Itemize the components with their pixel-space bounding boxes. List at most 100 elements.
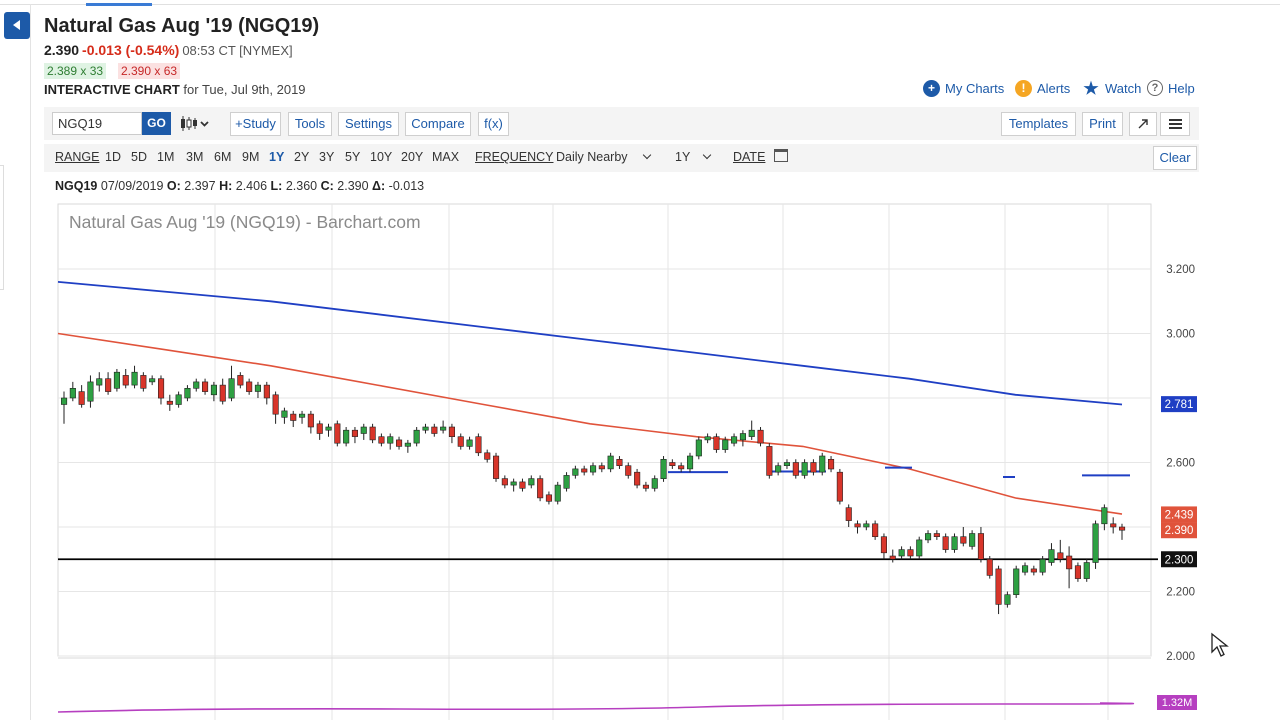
back-arrow-icon[interactable] bbox=[4, 12, 30, 39]
my-charts-link[interactable]: + My Charts bbox=[923, 80, 1004, 97]
volume-label-text: 1.32M bbox=[1162, 697, 1193, 709]
candle-down bbox=[986, 558, 993, 576]
date-label[interactable]: DATE bbox=[733, 150, 766, 164]
candle-down bbox=[1119, 526, 1126, 531]
range-label[interactable]: RANGE bbox=[55, 150, 100, 164]
candle-up bbox=[589, 465, 597, 473]
range-option-5d[interactable]: 5D bbox=[131, 150, 147, 164]
range-option-1d[interactable]: 1D bbox=[105, 150, 121, 164]
candle-up bbox=[528, 478, 535, 486]
candle-down bbox=[457, 436, 464, 447]
help-link[interactable]: ? Help bbox=[1147, 80, 1195, 96]
candle-up bbox=[554, 484, 561, 502]
frequency-label[interactable]: FREQUENCY bbox=[475, 150, 554, 164]
range-option-9m[interactable]: 9M bbox=[242, 150, 260, 164]
candle-down bbox=[545, 494, 553, 502]
go-button[interactable]: GO bbox=[142, 112, 171, 135]
interactive-chart-heading: INTERACTIVE CHART for Tue, Jul 9th, 2019 bbox=[44, 82, 306, 97]
moving-average-short-line bbox=[57, 332, 1123, 515]
compare-button[interactable]: Compare bbox=[405, 112, 471, 136]
delta-label: Δ: bbox=[372, 179, 386, 193]
watch-link[interactable]: ★ Watch bbox=[1082, 80, 1141, 97]
symbol-input[interactable]: NGQ19 bbox=[52, 112, 142, 135]
left-panel-edge bbox=[0, 165, 4, 290]
range-option-3y[interactable]: 3Y bbox=[319, 150, 335, 164]
candle-up bbox=[748, 429, 755, 437]
candle-up bbox=[607, 455, 614, 470]
expand-button[interactable] bbox=[1129, 112, 1157, 136]
chart-type-selector[interactable] bbox=[179, 114, 211, 134]
print-button[interactable]: Print bbox=[1082, 112, 1123, 136]
range-option-6m[interactable]: 6M bbox=[214, 150, 232, 164]
function-button[interactable]: f(x) bbox=[478, 112, 509, 136]
y-tick-label: 2.600 bbox=[1166, 458, 1195, 470]
candle-up bbox=[422, 426, 429, 431]
candle-up bbox=[660, 458, 667, 479]
candle-down bbox=[766, 446, 773, 476]
question-icon: ? bbox=[1147, 80, 1163, 96]
range-option-1y[interactable]: 1Y bbox=[269, 150, 285, 164]
tools-button[interactable]: Tools bbox=[288, 112, 332, 136]
candle-up bbox=[281, 410, 288, 418]
candle-down bbox=[475, 436, 482, 454]
candle-down bbox=[625, 465, 632, 476]
candle-down bbox=[642, 484, 650, 489]
range-option-5y[interactable]: 5Y bbox=[345, 150, 361, 164]
study-button[interactable]: +Study bbox=[230, 112, 281, 136]
price-label-box bbox=[1161, 396, 1197, 413]
close-label: C: bbox=[320, 179, 334, 193]
clear-button[interactable]: Clear bbox=[1153, 146, 1197, 170]
candle-down bbox=[237, 375, 244, 386]
ohlc-date: 07/09/2019 bbox=[100, 179, 164, 193]
candle-down bbox=[1066, 555, 1073, 570]
candle-up bbox=[228, 378, 235, 399]
range-option-10y[interactable]: 10Y bbox=[370, 150, 393, 164]
price-chart[interactable]: 3.200 3.000 2.600 2.200 2.000 Natural Gas Aug… bbox=[0, 196, 1280, 720]
candle-down bbox=[942, 536, 949, 550]
candle-down bbox=[678, 465, 685, 470]
range-option-2y[interactable]: 2Y bbox=[294, 150, 310, 164]
interactive-chart-date: for Tue, Jul 9th, 2019 bbox=[183, 82, 306, 97]
page-title: Natural Gas Aug '19 (NGQ19) bbox=[44, 15, 320, 37]
candle-down bbox=[263, 384, 270, 399]
price-label-text: 2.390 bbox=[1165, 525, 1194, 537]
alert-icon: ! bbox=[1015, 80, 1032, 97]
price-label-box bbox=[1161, 551, 1197, 568]
candle-up bbox=[916, 539, 923, 557]
y-tick-label: 2.200 bbox=[1166, 587, 1195, 599]
candle-down bbox=[995, 568, 1002, 605]
frequency-select[interactable]: Daily Nearby bbox=[556, 150, 628, 164]
ohlc-readout: NGQ19 07/09/2019 O: 2.397 H: 2.406 L: 2.… bbox=[55, 179, 424, 193]
candle-down bbox=[889, 555, 896, 560]
candle-down bbox=[933, 533, 940, 538]
candle-up bbox=[819, 455, 826, 473]
templates-button[interactable]: Templates bbox=[1001, 112, 1076, 136]
candle-down bbox=[880, 536, 888, 554]
candle-down bbox=[202, 381, 209, 392]
settings-button[interactable]: Settings bbox=[338, 112, 399, 136]
candle-up bbox=[175, 394, 182, 405]
candle-down bbox=[581, 468, 588, 473]
range-option-3m[interactable]: 3M bbox=[186, 150, 204, 164]
candle-down bbox=[537, 478, 544, 499]
candle-up bbox=[651, 478, 658, 489]
hamburger-menu-icon[interactable] bbox=[1160, 112, 1190, 136]
range-option-1m[interactable]: 1M bbox=[157, 150, 175, 164]
candle-up bbox=[87, 381, 94, 402]
candle-up bbox=[1039, 558, 1046, 573]
alerts-link[interactable]: ! Alerts bbox=[1015, 80, 1070, 97]
range-option-max[interactable]: MAX bbox=[432, 150, 460, 164]
candle-up bbox=[298, 413, 306, 418]
candle-down bbox=[369, 426, 376, 441]
calendar-icon[interactable] bbox=[774, 149, 788, 162]
candle-up bbox=[722, 439, 729, 450]
y-tick-label: 3.000 bbox=[1166, 329, 1195, 341]
star-icon: ★ bbox=[1083, 79, 1099, 98]
high-label: H: bbox=[219, 179, 233, 193]
period-select[interactable]: 1Y bbox=[675, 150, 691, 164]
candle-down bbox=[272, 394, 279, 415]
range-option-20y[interactable]: 20Y bbox=[401, 150, 424, 164]
mouse-cursor-icon bbox=[1211, 632, 1229, 657]
plus-circle-icon: + bbox=[923, 80, 940, 97]
candle-up bbox=[1021, 565, 1029, 573]
